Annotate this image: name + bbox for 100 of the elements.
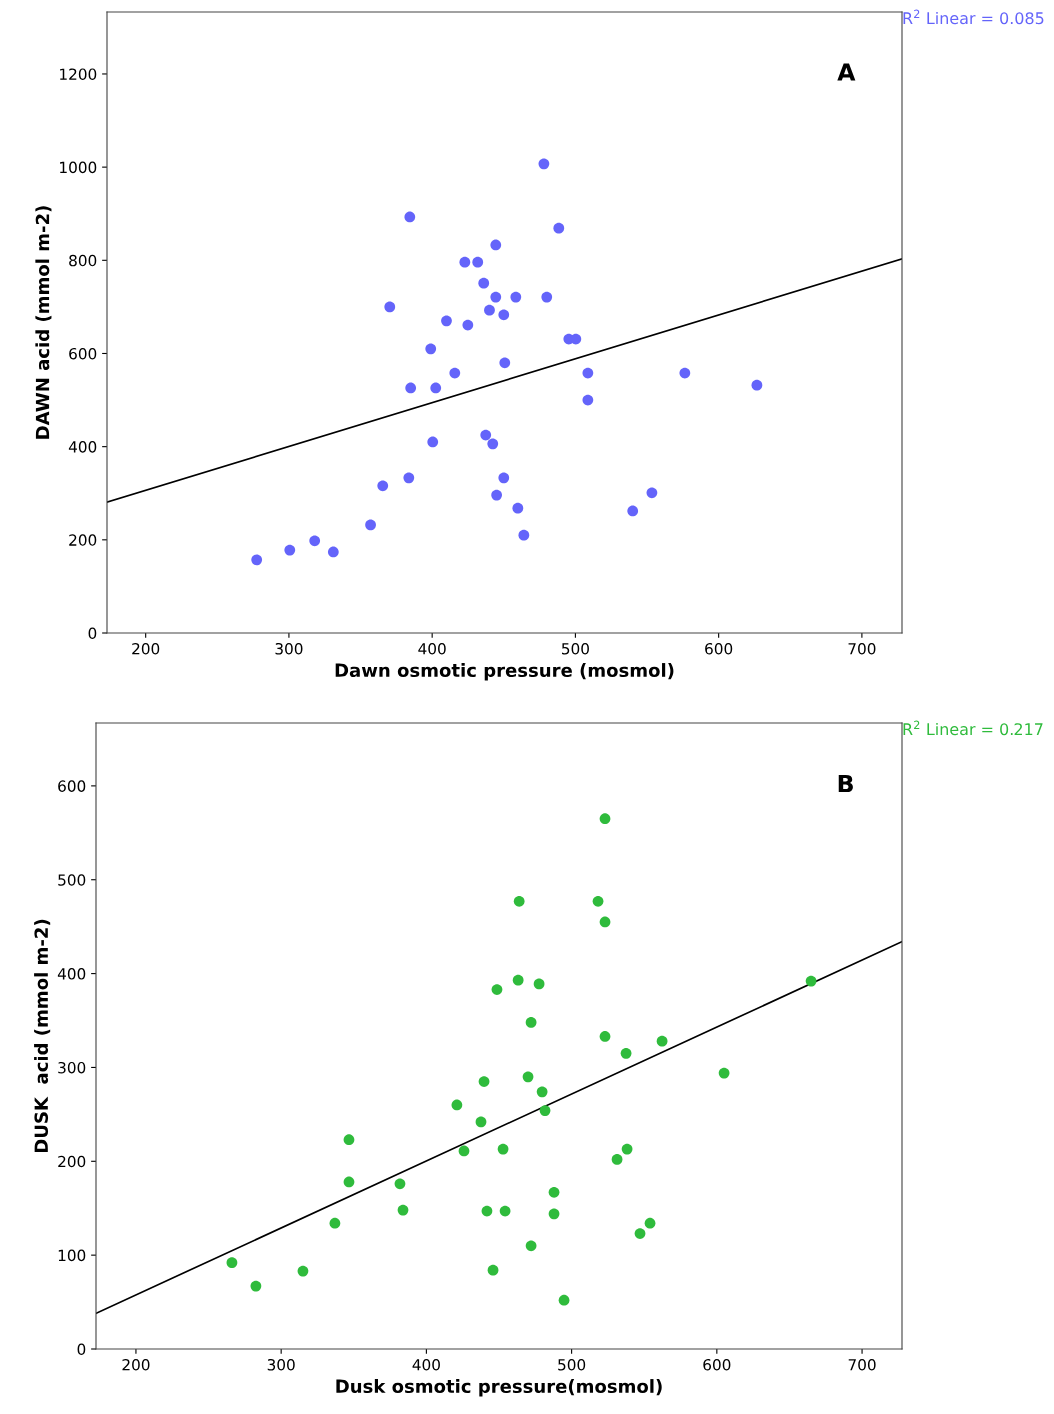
point xyxy=(539,1105,551,1116)
point xyxy=(297,1265,309,1277)
point xyxy=(384,301,396,313)
point xyxy=(621,1143,633,1155)
point xyxy=(499,1205,511,1217)
point xyxy=(512,502,524,514)
point xyxy=(513,895,525,907)
point xyxy=(451,1099,463,1111)
point xyxy=(646,487,658,499)
x-tick-label: 200 xyxy=(122,1358,150,1371)
point xyxy=(582,367,594,379)
point xyxy=(343,1176,355,1188)
x-axis-title: Dusk osmotic pressure(mosmol) xyxy=(336,1379,662,1397)
point xyxy=(620,1047,632,1059)
point xyxy=(656,1035,668,1047)
point xyxy=(498,309,510,321)
y-tick-label: 400 xyxy=(68,441,97,453)
point xyxy=(343,1134,355,1146)
point xyxy=(510,291,522,303)
y-tick-label: 100 xyxy=(58,1249,86,1262)
point xyxy=(679,367,691,379)
point xyxy=(611,1154,623,1165)
point xyxy=(536,1086,548,1098)
point xyxy=(397,1204,409,1216)
x-tick-label: 200 xyxy=(132,642,160,655)
y-axis-title: DAWN acid (mmol m-2) xyxy=(35,206,52,439)
point xyxy=(499,357,511,369)
annotation: B xyxy=(838,774,853,793)
point xyxy=(512,974,524,986)
point xyxy=(284,544,296,556)
point xyxy=(490,291,502,303)
y-tick-label: 200 xyxy=(69,534,97,546)
x-tick-label: 400 xyxy=(418,642,446,655)
y-tick-label: 600 xyxy=(69,347,97,360)
point xyxy=(599,1031,611,1042)
point xyxy=(365,519,376,531)
point xyxy=(459,256,471,268)
point xyxy=(377,480,389,492)
point xyxy=(226,1257,238,1269)
point xyxy=(475,1116,487,1128)
point xyxy=(490,239,502,251)
x-tick-label: 300 xyxy=(275,642,303,655)
point xyxy=(484,304,495,316)
y-tick-label: 0 xyxy=(77,1343,86,1356)
point xyxy=(487,1264,499,1276)
point xyxy=(634,1228,646,1239)
point xyxy=(592,895,604,907)
point xyxy=(449,367,461,379)
point xyxy=(430,382,442,394)
point xyxy=(599,916,611,928)
point xyxy=(582,394,594,406)
x-tick-label: 700 xyxy=(848,1358,876,1371)
point xyxy=(404,211,416,223)
point xyxy=(497,1143,509,1155)
point xyxy=(599,813,611,825)
point xyxy=(327,546,339,558)
y-tick-label: 200 xyxy=(58,1155,86,1168)
point xyxy=(805,975,817,987)
x-tick-label: 700 xyxy=(848,642,876,655)
point xyxy=(525,1240,537,1252)
point xyxy=(250,1280,262,1292)
y-tick-label: 0 xyxy=(88,627,97,640)
point xyxy=(627,505,639,517)
point xyxy=(498,472,510,484)
point xyxy=(525,1017,537,1028)
point xyxy=(491,489,502,501)
x-tick-label: 600 xyxy=(705,642,733,655)
x-tick-label: 500 xyxy=(558,1358,586,1371)
point xyxy=(522,1071,534,1083)
point xyxy=(644,1217,656,1229)
point xyxy=(425,343,437,355)
y-tick-label: 300 xyxy=(58,1061,86,1074)
point xyxy=(403,472,415,484)
point xyxy=(481,1205,493,1217)
point xyxy=(329,1217,341,1229)
point xyxy=(718,1067,730,1079)
y-axis-title: DUSK acid (mmol m-2) xyxy=(34,919,51,1153)
point xyxy=(478,277,490,289)
point xyxy=(394,1178,406,1190)
point xyxy=(427,436,439,448)
y-tick-label: 600 xyxy=(58,780,86,792)
point xyxy=(538,158,550,170)
x-tick-label: 600 xyxy=(703,1358,731,1371)
point xyxy=(478,1076,490,1087)
point xyxy=(405,382,417,394)
annotation: A xyxy=(837,63,856,81)
x-tick-label: 500 xyxy=(562,642,589,655)
point xyxy=(491,984,503,995)
point xyxy=(441,315,452,327)
point xyxy=(487,438,499,450)
y-tick-label: 1000 xyxy=(60,161,97,174)
text: R$^{2}$ Linear = 0.085 xyxy=(903,9,1044,25)
point xyxy=(558,1294,570,1306)
point xyxy=(553,222,565,234)
x-tick-label: 400 xyxy=(412,1358,440,1371)
x-axis-title: Dawn osmotic pressure (mosmol) xyxy=(335,663,674,681)
point xyxy=(480,429,492,441)
point xyxy=(541,291,553,303)
point xyxy=(548,1208,560,1220)
y-tick-label: 1200 xyxy=(60,68,97,80)
